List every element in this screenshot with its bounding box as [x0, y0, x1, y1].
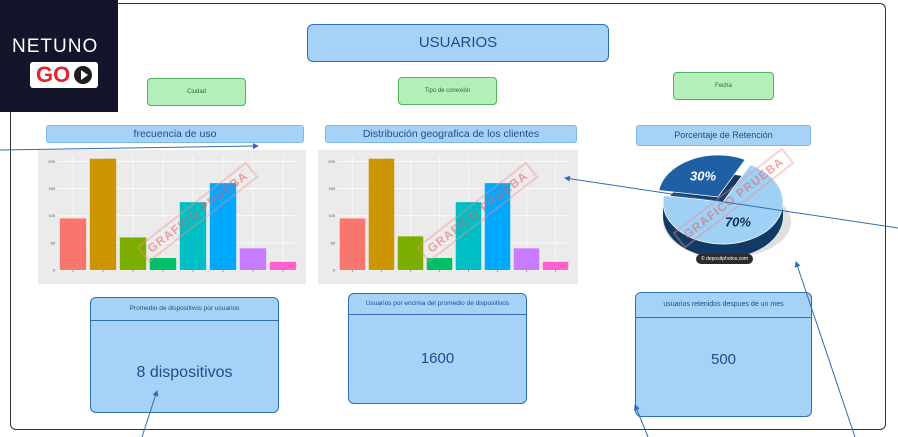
y-tick-label: 150 [48, 186, 55, 191]
bar [455, 202, 482, 270]
filter-tipo-conexion[interactable]: Tipo de conexión [398, 77, 497, 105]
y-tick-label: 0 [53, 268, 56, 273]
pie-slice-label: 70% [725, 215, 751, 230]
play-icon [74, 66, 92, 84]
kpi-usuarios-retenidos: usuarios retenidos despues de un mes 500 [635, 292, 812, 417]
logo-go-text: GO [36, 62, 71, 87]
dashboard-frame [10, 3, 886, 430]
bar [269, 261, 297, 270]
arrow-line [141, 390, 159, 437]
filter-ciudad[interactable]: Ciudad [147, 78, 246, 106]
bar [209, 183, 237, 270]
bar-chart-frecuencia-svg: 0 50 100 150 200 [48, 156, 298, 273]
y-tick-label: 50 [51, 240, 56, 245]
logo-word: NETUNO [12, 36, 99, 57]
bar [59, 218, 87, 270]
arrow-line [794, 261, 856, 437]
bar [149, 258, 177, 270]
kpi-label: usuarios retenidos despues de un mes [636, 293, 811, 318]
bar [89, 158, 117, 270]
page-title: USUARIOS [307, 24, 609, 62]
pie-slice-label: 30% [690, 168, 716, 183]
bar [397, 236, 424, 270]
bar-chart-geografica-svg: 0 50 100 150 200 [328, 156, 570, 273]
arrow-line [564, 175, 898, 229]
arrow-line [634, 404, 649, 437]
bar-chart-frecuencia: 0 50 100 150 200 GRAFICO PRUEBA [38, 150, 306, 284]
pie-chart-retencion: 30% 70% GRAFICO PRUEBA [636, 146, 810, 272]
stock-credit: © depositphotos.com [696, 254, 754, 264]
bar [484, 183, 511, 270]
y-tick-label: 200 [48, 159, 55, 164]
bar [339, 218, 366, 270]
bar [513, 248, 540, 270]
section-frecuencia-uso: frecuencia de uso [46, 125, 304, 143]
y-tick-label: 100 [48, 213, 55, 218]
kpi-label: Usuarios por encima del promedio de disp… [349, 294, 526, 315]
arrow-line [0, 143, 259, 151]
bar [179, 202, 207, 270]
kpi-promedio-dispositivos: Promedio de dispositivos por usuarios 8 … [90, 297, 279, 413]
section-retencion: Porcentaje de Retención [636, 125, 811, 146]
bar [368, 158, 395, 270]
y-tick-label: 150 [328, 186, 335, 191]
kpi-value: 8 dispositivos [136, 364, 233, 381]
pie-slice [662, 164, 784, 245]
bar-chart-geografica: 0 50 100 150 200 GRAFICO PRUEBA [318, 150, 578, 284]
bar [119, 237, 147, 270]
section-distribucion-geografica: Distribución geografica de los clientes [325, 125, 577, 143]
logo-go-badge: GO [30, 62, 98, 88]
netuno-go-logo: NETUNO GO [0, 0, 118, 112]
y-tick-label: 200 [328, 159, 335, 164]
kpi-value: 500 [710, 351, 737, 368]
bar [239, 248, 267, 270]
filter-fecha[interactable]: Fecha [673, 72, 774, 100]
y-tick-label: 100 [328, 213, 335, 218]
kpi-usuarios-encima-promedio: Usuarios por encima del promedio de disp… [348, 293, 527, 404]
kpi-value: 1600 [420, 350, 455, 367]
bar [426, 258, 453, 270]
y-tick-label: 0 [333, 268, 336, 273]
pie-slice [658, 154, 746, 198]
kpi-label: Promedio de dispositivos por usuarios [91, 298, 278, 321]
y-tick-label: 50 [331, 240, 336, 245]
pie-chart-svg: 30% 70% [658, 154, 791, 258]
bar [542, 261, 569, 270]
